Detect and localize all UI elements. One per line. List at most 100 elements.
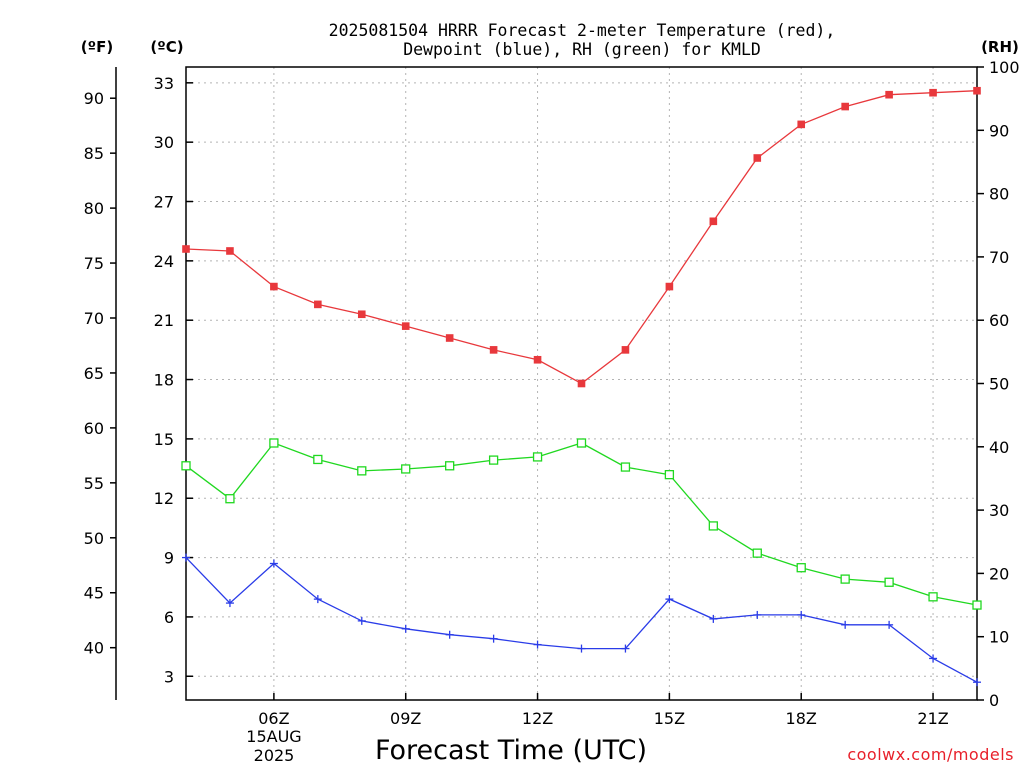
temperature-line <box>185 90 978 385</box>
dewpoint-point <box>269 559 278 568</box>
x-tick-label: 15Z <box>654 709 685 728</box>
temperature-point <box>270 282 278 291</box>
date-label-day: 15AUG <box>246 727 301 746</box>
rh-tick-label: 70 <box>989 248 1009 267</box>
rh-tick-label: 30 <box>989 501 1009 520</box>
date-label-year: 2025 <box>254 746 295 765</box>
dewpoint-point <box>489 634 498 643</box>
dewpoint-point <box>709 614 718 623</box>
temperature-point <box>445 334 454 342</box>
x-tick-label: 09Z <box>390 709 421 728</box>
fahrenheit-tick-label: 80 <box>84 199 104 218</box>
dewpoint-line <box>185 557 978 683</box>
relative-humidity-point <box>796 563 806 573</box>
temperature-point <box>489 346 498 354</box>
rh-tick-label: 0 <box>989 691 999 710</box>
relative-humidity-point <box>972 600 982 610</box>
relative-humidity-point <box>532 452 543 462</box>
temperature-point <box>665 282 674 291</box>
dewpoint-point <box>401 624 410 633</box>
rh-tick-label: 100 <box>989 58 1020 77</box>
relative-humidity-point <box>664 470 675 480</box>
celsius-tick-label: 3 <box>164 667 174 686</box>
dewpoint-point <box>533 640 542 649</box>
fahrenheit-tick-label: 70 <box>84 309 104 328</box>
temperature-point <box>577 379 586 388</box>
rh-tick-label: 40 <box>989 438 1009 457</box>
dewpoint-point <box>577 644 586 653</box>
celsius-tick-label: 12 <box>154 489 174 508</box>
celsius-tick-label: 6 <box>164 608 174 627</box>
fahrenheit-tick-label: 55 <box>84 474 104 493</box>
fahrenheit-tick-label: 75 <box>84 254 104 273</box>
chart-title-line2: Dewpoint (blue), RH (green) for KMLD <box>403 40 761 59</box>
dewpoint-point <box>357 616 366 625</box>
rh-tick-label: 90 <box>989 121 1009 140</box>
relative-humidity-point <box>576 438 587 448</box>
x-tick-label: 12Z <box>522 709 553 728</box>
temperature-point <box>929 88 937 97</box>
tick-labels: 3 6 9 12 15 18 21 24 27 30 33 06Z 09Z 12Z 15Z 18Z 21Z 40 4… <box>84 58 1020 728</box>
dewpoint-point <box>841 620 850 629</box>
axes <box>110 66 984 701</box>
temperature-point <box>401 322 410 330</box>
rh-tick-label: 80 <box>989 185 1009 204</box>
temperature-point <box>753 154 762 162</box>
celsius-tick-label: 15 <box>154 430 174 449</box>
relative-humidity-point <box>488 455 499 465</box>
dewpoint-point <box>445 630 454 639</box>
x-tick-label: 06Z <box>258 709 289 728</box>
fahrenheit-tick-label: 65 <box>84 364 104 383</box>
celsius-unit-label: (ºC) <box>150 38 183 56</box>
temperature-point <box>797 120 806 129</box>
chart-title-line1: 2025081504 HRRR Forecast 2-meter Tempera… <box>329 21 836 40</box>
temperature-point <box>182 245 190 253</box>
celsius-tick-label: 9 <box>164 549 174 568</box>
fahrenheit-tick-label: 50 <box>84 529 104 548</box>
relative-humidity-point <box>752 548 762 558</box>
rh-tick-label: 50 <box>989 375 1009 394</box>
data-series <box>181 86 982 687</box>
relative-humidity-point <box>313 454 323 465</box>
temperature-point <box>973 86 981 95</box>
temperature-point <box>314 300 322 309</box>
dewpoint-point <box>665 595 674 604</box>
celsius-tick-label: 21 <box>154 311 174 330</box>
temperature-point <box>621 346 630 354</box>
dewpoint-point <box>797 610 806 619</box>
fahrenheit-tick-label: 85 <box>84 144 104 163</box>
fahrenheit-tick-label: 90 <box>84 89 104 108</box>
relative-humidity-point <box>884 577 894 587</box>
celsius-tick-label: 27 <box>154 193 174 212</box>
dewpoint-point <box>182 553 190 562</box>
rh-unit-label: (RH) <box>981 38 1019 56</box>
dewpoint-point <box>621 644 630 653</box>
relative-humidity-point <box>269 438 279 448</box>
temperature-point <box>841 102 849 111</box>
relative-humidity-point <box>225 494 235 504</box>
rh-tick-label: 60 <box>989 311 1009 330</box>
x-tick-label: 18Z <box>786 709 817 728</box>
rh-tick-label: 10 <box>989 628 1009 647</box>
rh-tick-label: 20 <box>989 564 1009 583</box>
celsius-tick-label: 18 <box>154 371 174 390</box>
celsius-tick-label: 30 <box>154 133 174 152</box>
temperature-point <box>709 217 718 226</box>
temperature-point <box>533 355 542 364</box>
fahrenheit-tick-label: 40 <box>84 639 104 658</box>
dewpoint-point <box>885 620 894 629</box>
dewpoint-point <box>225 599 234 608</box>
dewpoint-point <box>929 654 938 663</box>
relative-humidity-point <box>181 461 191 471</box>
relative-humidity-point <box>928 592 938 602</box>
celsius-tick-label: 24 <box>154 252 174 271</box>
dewpoint-point <box>753 610 762 619</box>
relative-humidity-point <box>840 574 850 584</box>
temperature-point <box>885 90 893 99</box>
dewpoint-point <box>313 595 322 604</box>
relative-humidity-line <box>185 442 978 606</box>
credit-text: coolwx.com/models <box>847 745 1014 764</box>
x-axis-title: Forecast Time (UTC) <box>375 735 647 766</box>
relative-humidity-point <box>620 462 631 472</box>
